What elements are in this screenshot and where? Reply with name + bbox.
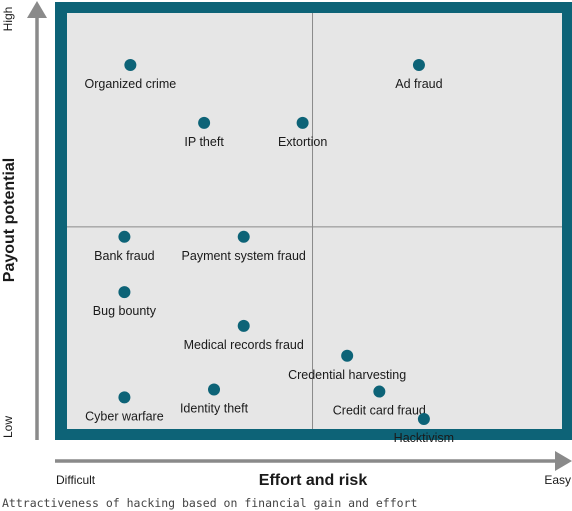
data-point-label: Credit card fraud — [333, 404, 426, 418]
plot-area — [67, 13, 562, 429]
data-point — [118, 286, 131, 299]
data-point — [296, 116, 309, 129]
y-axis-title: Payout potential — [1, 158, 18, 282]
data-point-label: Medical records fraud — [184, 338, 304, 352]
data-point — [124, 59, 137, 71]
y-axis-min-label: Low — [1, 416, 15, 438]
data-point-label: Cyber warfare — [85, 409, 164, 423]
y-axis-arrowhead — [27, 1, 47, 18]
data-point — [237, 230, 250, 243]
data-point — [373, 385, 386, 398]
data-point-label: Credential harvesting — [288, 368, 406, 382]
chart-caption: Attractiveness of hacking based on finan… — [2, 496, 418, 510]
data-point-label: Bug bounty — [93, 304, 157, 318]
chart: Payout potential High Low Effort and risk Di… — [1, 1, 572, 489]
data-point-label: IP theft — [184, 135, 224, 149]
data-point-label: Extortion — [278, 135, 327, 149]
x-axis-title: Effort and risk — [259, 472, 368, 489]
x-axis-min-label: Difficult — [56, 473, 96, 487]
data-point — [198, 116, 211, 129]
data-point — [417, 413, 430, 426]
data-point-label: Organized crime — [85, 77, 177, 91]
data-point — [208, 383, 221, 396]
data-point-label: Hacktivism — [394, 431, 454, 445]
data-point — [118, 391, 131, 404]
data-point-label: Payment system fraud — [182, 249, 306, 263]
data-point — [118, 230, 131, 243]
y-axis-max-label: High — [1, 7, 15, 32]
data-point-label: Bank fraud — [94, 249, 155, 263]
data-point-label: Ad fraud — [395, 77, 442, 91]
data-point — [341, 349, 354, 362]
data-point — [412, 59, 425, 71]
data-point-label: Identity theft — [180, 401, 249, 415]
x-axis-max-label: Easy — [544, 473, 571, 487]
data-point — [237, 319, 250, 332]
x-axis-arrowhead — [555, 451, 572, 471]
